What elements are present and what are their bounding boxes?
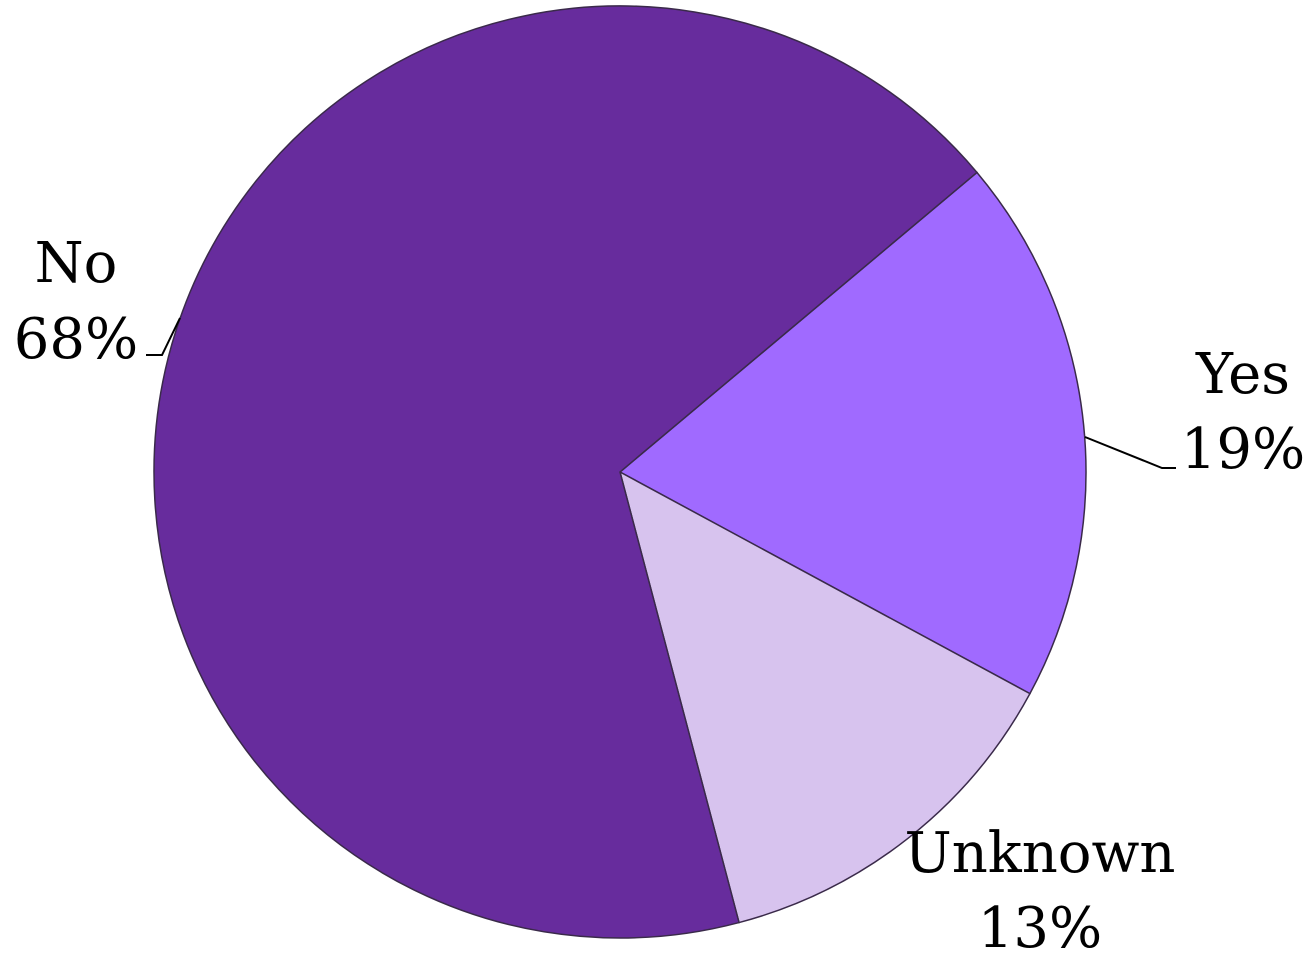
slice-label-unknown: Unknown xyxy=(905,821,1176,886)
pie-slice-unknown xyxy=(618,470,1031,924)
leader-line-yes xyxy=(1084,436,1176,469)
slice-value-label-unknown: 13% xyxy=(978,896,1102,955)
leader-line-no xyxy=(146,317,181,356)
pie-slice-yes xyxy=(618,171,1087,695)
pie-leader-lines xyxy=(146,317,1176,469)
slice-label-yes: Yes xyxy=(1195,342,1290,407)
slice-value-label-no: 68% xyxy=(14,307,138,372)
pie-labels: Yes 19% Unknown 13% No 68% xyxy=(14,231,1305,955)
slice-value-label-yes: 19% xyxy=(1181,417,1305,482)
pie-slice-no xyxy=(153,5,979,939)
slice-label-no: No xyxy=(35,231,118,296)
pie-slices xyxy=(153,5,1087,939)
